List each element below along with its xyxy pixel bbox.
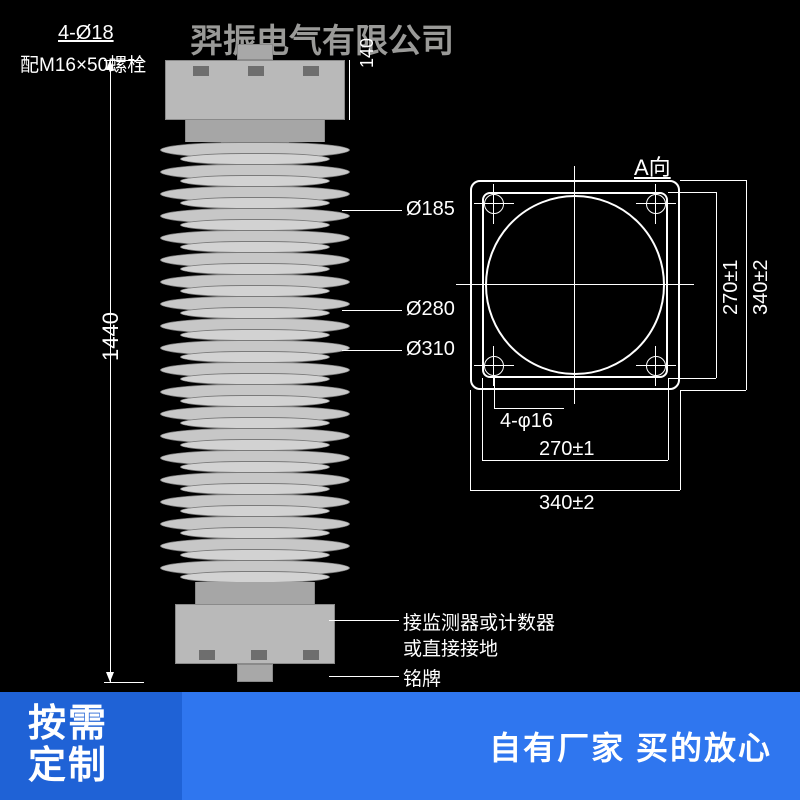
top-thread-label: 配M16×50螺栓 [20, 50, 146, 77]
promo-banner: 按需定制自有厂家 买的放心 [0, 692, 800, 800]
flange-hole-label: 4-φ16 [500, 410, 553, 433]
bottom-callout: 铭牌 [403, 664, 441, 691]
flange-main-circle [485, 195, 665, 375]
flange-dim-outer-w: 340±2 [539, 492, 594, 515]
cad-drawing-canvas: 羿振电气有限公司 4-Ø18 配M16×50螺栓 140 1440 Ø185 Ø280 Ø31… [0, 0, 800, 800]
banner-left-badge: 按需定制 [0, 692, 182, 800]
diameter-callout: Ø280 [406, 298, 455, 321]
flange-bolt-hole [484, 356, 504, 376]
flange-bolt-hole [646, 356, 666, 376]
top-bolt-label: 4-Ø18 [58, 22, 114, 45]
bottom-callout: 或直接接地 [403, 634, 498, 661]
banner-left-line2: 定制 [28, 746, 182, 788]
watermark-text: 羿振电气有限公司 [190, 14, 454, 62]
flange-dim-inner-h: 270±1 [720, 260, 743, 315]
flange-dim-inner-w: 270±1 [539, 438, 594, 461]
flange-dim-outer-h: 340±2 [750, 260, 773, 315]
flange-bolt-hole [484, 194, 504, 214]
overall-height-dim: 1440 [98, 312, 124, 361]
banner-right-slogan: 自有厂家 买的放心 [182, 692, 800, 800]
flange-view-title: A向 [634, 150, 671, 182]
bottom-callout: 接监测器或计数器 [403, 608, 555, 635]
diameter-callout: Ø310 [406, 338, 455, 361]
banner-left-line1: 按需 [28, 704, 182, 746]
flange-bolt-hole [646, 194, 666, 214]
diameter-callout: Ø185 [406, 198, 455, 221]
top-height-dim: 140 [357, 38, 378, 68]
